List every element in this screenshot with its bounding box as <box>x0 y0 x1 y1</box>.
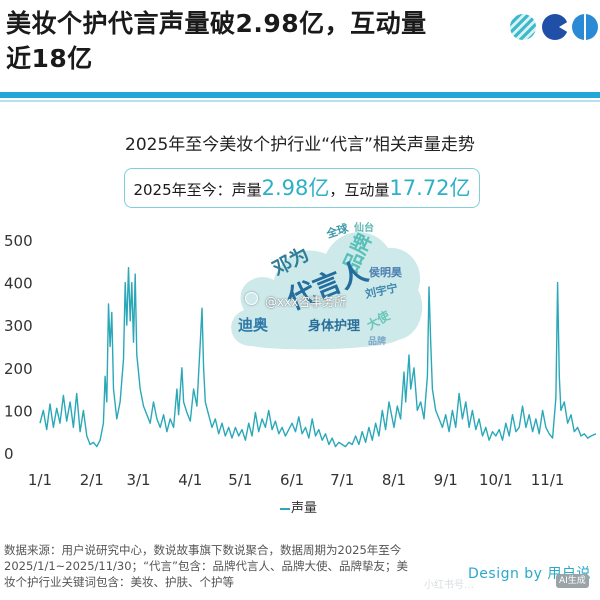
brand-logo-circle-striped <box>510 14 536 40</box>
x-tick-label: 9/1 <box>434 471 458 489</box>
headline: 美妆个护代言声量破2.98亿，互动量近18亿 <box>6 9 427 73</box>
word-cloud-shape <box>231 232 423 350</box>
summary-engagement: 17.72亿 <box>389 176 471 200</box>
y-tick-label: 400 <box>4 275 33 293</box>
y-tick-label: 300 <box>4 317 33 335</box>
y-tick-label: 500 <box>4 232 33 250</box>
x-tick-label: 7/1 <box>330 471 354 489</box>
brand-logo-circle-pacman <box>542 14 569 40</box>
y-tick-label: 200 <box>4 360 33 378</box>
legend-swatch <box>280 507 290 510</box>
watermark-icon <box>245 292 258 305</box>
x-tick-label: 1/1 <box>28 471 52 489</box>
x-tick-label: 2/1 <box>80 471 104 489</box>
summary-prefix: 2025年至今：声量 <box>133 181 262 199</box>
x-tick-label: 3/1 <box>126 471 150 489</box>
cloud-word: 迪奥 <box>238 316 269 334</box>
cloud-word: 身体护理 <box>308 318 360 334</box>
x-tick-label: 10/1 <box>479 471 513 489</box>
summary-box: 2025年至今：声量2.98亿，互动量17.72亿 <box>124 168 480 208</box>
y-tick-label: 0 <box>4 445 14 463</box>
faint-brand-text: 小红书号… <box>424 580 474 591</box>
cloud-word: 仙台 <box>354 221 374 234</box>
watermark: @xxx咨事务所 <box>265 295 347 309</box>
summary-volume: 2.98亿 <box>261 176 330 200</box>
brand-logo-circle-split <box>572 14 598 40</box>
cloud-word: 品牌 <box>368 335 386 347</box>
legend-label: 声量 <box>291 501 318 516</box>
word-cloud: 全球 仙台 邓为 品牌 代言人 侯明昊 刘宇宁 迪奥 身体护理 大使 品牌 <box>231 220 423 350</box>
cloud-word: 刘宇宁 <box>364 280 399 301</box>
chart-title: 2025年至今美妆个护行业“代言”相关声量走势 <box>125 135 475 155</box>
summary-mid: ，互动量 <box>329 181 390 199</box>
series-line-volume <box>39 267 597 448</box>
x-tick-label: 11/1 <box>531 471 565 489</box>
header-divider-thin <box>0 100 600 102</box>
x-tick-label: 6/1 <box>280 471 304 489</box>
ai-badge: AI生成 <box>556 574 589 588</box>
x-tick-label: 4/1 <box>178 471 202 489</box>
cloud-word: 侯明昊 <box>369 265 402 279</box>
y-tick-label: 100 <box>4 402 33 420</box>
header-divider <box>0 92 600 98</box>
x-tick-label: 5/1 <box>228 471 252 489</box>
chart-legend: 声量 <box>280 497 317 516</box>
data-source-note: 数据来源：用户说研究中心，数说故事旗下数说聚合，数据周期为2025年至今2025… <box>4 543 408 589</box>
line-chart: 0 100 200 300 400 500 1/1 2/1 3/1 4/1 5/1 6/1 7/1 8/1… <box>4 232 597 489</box>
x-tick-label: 8/1 <box>382 471 406 489</box>
